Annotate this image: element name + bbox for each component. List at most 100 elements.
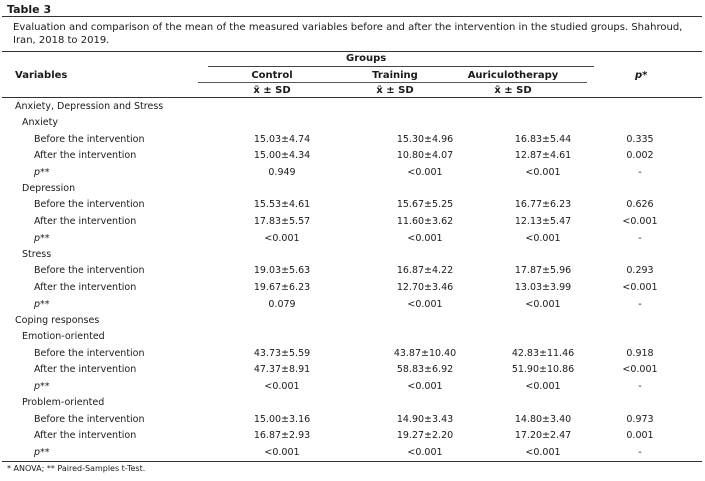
p-value-cell: 0.626 (626, 199, 654, 210)
table-row: After the intervention 47.37±8.91 58.83±6.… (0, 364, 705, 380)
control-cell: <0.001 (264, 447, 300, 458)
control-stat-label: x̄ ± SD (253, 85, 291, 96)
auriculotherapy-cell: 16.77±6.23 (514, 199, 572, 210)
row-label: Before the intervention (34, 134, 145, 145)
control-cell: 0.949 (268, 167, 296, 178)
control-cell: 15.03±4.74 (253, 134, 311, 145)
table-row: After the intervention 16.87±2.93 19.27±2.… (0, 430, 705, 446)
row-label: Anxiety, Depression and Stress (15, 101, 164, 112)
training-stat-label: x̄ ± SD (376, 85, 414, 96)
control-cell: <0.001 (264, 381, 300, 392)
table-row: After the intervention 15.00±4.34 10.80±4.… (0, 150, 705, 166)
row-label: p** (34, 299, 50, 310)
training-cell: 14.90±3.43 (396, 414, 454, 425)
row-label: Problem-oriented (22, 397, 105, 408)
p-value-cell: 0.002 (626, 150, 654, 161)
row-label: After the intervention (34, 282, 137, 293)
training-rule (321, 82, 469, 83)
row-label: Before the intervention (34, 199, 145, 210)
training-cell: 12.70±3.46 (396, 282, 454, 293)
table-row: p** <0.001 <0.001 <0.001 - (0, 233, 705, 249)
p-value-cell: - (638, 381, 642, 392)
table-caption: Evaluation and comparison of the mean of… (13, 22, 683, 46)
p-value-cell: 0.001 (626, 430, 654, 441)
table-row: Before the intervention 43.73±5.59 43.87±1… (0, 348, 705, 364)
table-row: Before the intervention 19.03±5.63 16.87±4… (0, 265, 705, 281)
p-value-cell: 0.335 (626, 134, 654, 145)
auriculotherapy-cell: 51.90±10.86 (511, 364, 575, 375)
auriculotherapy-cell: <0.001 (525, 167, 561, 178)
row-label: Stress (22, 249, 52, 260)
table-row: Coping responses (0, 315, 705, 331)
auriculotherapy-cell: 42.83±11.46 (511, 348, 575, 359)
training-cell: 19.27±2.20 (396, 430, 454, 441)
row-label: After the intervention (34, 150, 137, 161)
control-cell: 16.87±2.93 (253, 430, 311, 441)
training-cell: 15.30±4.96 (396, 134, 454, 145)
control-rule (198, 82, 346, 83)
training-cell: 11.60±3.62 (396, 216, 454, 227)
auriculotherapy-cell: <0.001 (525, 381, 561, 392)
control-cell: <0.001 (264, 233, 300, 244)
caption-box: Evaluation and comparison of the mean of… (2, 16, 702, 52)
table-row: Emotion-oriented (0, 331, 705, 347)
p-value-cell: - (638, 299, 642, 310)
p-value-cell: 0.293 (626, 265, 654, 276)
table-row: Stress (0, 249, 705, 265)
control-cell: 19.67±6.23 (253, 282, 311, 293)
table-row: Before the intervention 15.03±4.74 15.30±4… (0, 134, 705, 150)
control-header: Control (251, 70, 293, 81)
bottom-rule (2, 461, 702, 462)
row-label: Emotion-oriented (22, 331, 105, 342)
row-label: After the intervention (34, 216, 137, 227)
table-row: p** <0.001 <0.001 <0.001 - (0, 447, 705, 463)
table-row: p** 0.079 <0.001 <0.001 - (0, 299, 705, 315)
control-cell: 0.079 (268, 299, 296, 310)
p-value-cell: <0.001 (622, 216, 658, 227)
table-row: After the intervention 17.83±5.57 11.60±3.… (0, 216, 705, 232)
auriculotherapy-header: Auriculotherapy (467, 70, 559, 81)
training-cell: 15.67±5.25 (396, 199, 454, 210)
row-label: Before the intervention (34, 265, 145, 276)
table-label: Table 3 (7, 3, 52, 16)
groups-rule (208, 66, 594, 67)
row-label: Coping responses (15, 315, 100, 326)
table-row: Anxiety, Depression and Stress (0, 101, 705, 117)
auriculotherapy-cell: <0.001 (525, 447, 561, 458)
row-label: p** (34, 167, 50, 178)
p-value-cell: <0.001 (622, 282, 658, 293)
control-cell: 17.83±5.57 (253, 216, 311, 227)
p-value-cell: <0.001 (622, 364, 658, 375)
p-value-cell: 0.918 (626, 348, 654, 359)
row-label: Depression (22, 183, 76, 194)
table-row: Anxiety (0, 117, 705, 133)
row-label: After the intervention (34, 364, 137, 375)
table-row: Problem-oriented (0, 397, 705, 413)
auriculotherapy-rule (439, 82, 587, 83)
row-label: p** (34, 381, 50, 392)
table-row: Before the intervention 15.00±3.16 14.90±3… (0, 414, 705, 430)
auriculotherapy-cell: 13.03±3.99 (514, 282, 572, 293)
table-row: Before the intervention 15.53±4.61 15.67±5… (0, 199, 705, 215)
training-cell: <0.001 (407, 299, 443, 310)
control-cell: 19.03±5.63 (253, 265, 311, 276)
row-label: p** (34, 447, 50, 458)
auriculotherapy-cell: 14.80±3.40 (514, 414, 572, 425)
p-value-cell: 0.973 (626, 414, 654, 425)
auriculotherapy-cell: 17.20±2.47 (514, 430, 572, 441)
auriculotherapy-cell: 17.87±5.96 (514, 265, 572, 276)
footnote: * ANOVA; ** Paired-Samples t-Test. (7, 464, 146, 473)
auriculotherapy-cell: <0.001 (525, 233, 561, 244)
training-cell: <0.001 (407, 167, 443, 178)
control-cell: 47.37±8.91 (253, 364, 311, 375)
control-cell: 15.00±4.34 (253, 150, 311, 161)
training-cell: <0.001 (407, 233, 443, 244)
training-header: Training (372, 70, 418, 81)
table-row: p** 0.949 <0.001 <0.001 - (0, 167, 705, 183)
table-row: After the intervention 19.67±6.23 12.70±3.… (0, 282, 705, 298)
auriculotherapy-stat-label: x̄ ± SD (494, 85, 532, 96)
header-rule (2, 97, 702, 98)
p-value-cell: - (638, 167, 642, 178)
control-cell: 15.00±3.16 (253, 414, 311, 425)
auriculotherapy-cell: 12.87±4.61 (514, 150, 572, 161)
